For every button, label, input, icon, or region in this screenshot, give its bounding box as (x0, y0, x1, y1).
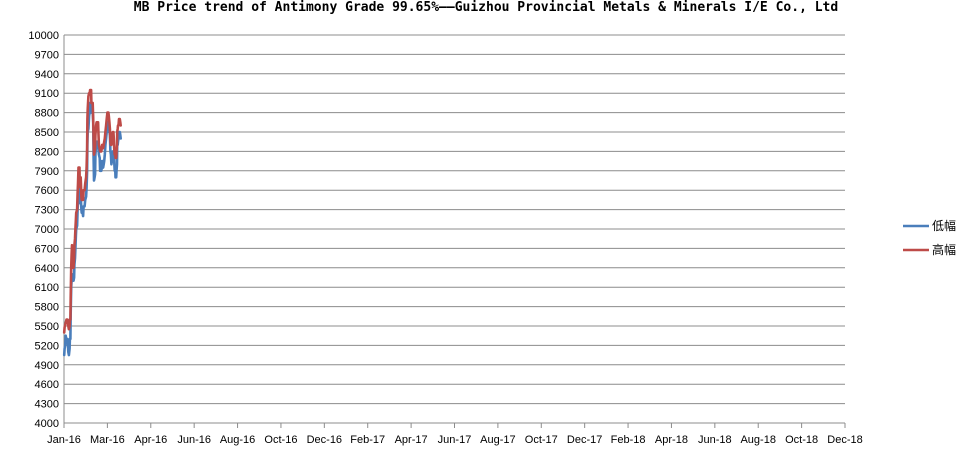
x-tick-label: Dec-18 (827, 434, 862, 446)
x-tick-label: Apr-17 (395, 434, 428, 446)
x-tick-label: Dec-17 (567, 434, 602, 446)
x-tick-label: Aug-17 (480, 434, 515, 446)
y-tick-label: 6700 (35, 243, 59, 255)
x-tick-label: Aug-18 (740, 434, 775, 446)
legend-label-1: 高幅 (932, 242, 956, 257)
y-tick-label: 8200 (35, 146, 59, 158)
x-tick-label: Oct-16 (264, 434, 297, 446)
y-tick-label: 6100 (35, 282, 59, 294)
y-tick-label: 5800 (35, 302, 59, 314)
y-tick-label: 9100 (35, 88, 59, 100)
x-tick-label: Feb-18 (611, 434, 646, 446)
y-tick-label: 4300 (35, 399, 59, 411)
y-tick-label: 7600 (35, 185, 59, 197)
x-axis (63, 35, 846, 428)
series-line-1 (62, 88, 122, 334)
y-tick-label: 8500 (35, 127, 59, 139)
y-tick-label: 5200 (35, 340, 59, 352)
x-tick-label: Mar-16 (90, 434, 125, 446)
y-tick-label: 7900 (35, 166, 59, 178)
y-tick-label: 9700 (35, 49, 59, 61)
y-tick-label: 4000 (35, 418, 59, 430)
x-tick-label: Jun-17 (438, 434, 472, 446)
y-tick-label: 10000 (28, 30, 59, 42)
x-tick-label: Jun-16 (177, 434, 211, 446)
x-tick-label: Oct-17 (525, 434, 558, 446)
chart-title: MB Price trend of Antimony Grade 99.65%—… (133, 0, 839, 15)
y-tick-label: 4600 (35, 379, 59, 391)
y-tick-label: 9400 (35, 69, 59, 81)
x-tick-label: Aug-16 (220, 434, 255, 446)
legend-label-0: 低幅 (932, 218, 956, 233)
x-tick-label: Apr-18 (655, 434, 688, 446)
x-tick-label: Feb-17 (350, 434, 385, 446)
gridlines (64, 34, 845, 424)
y-tick-label: 4900 (35, 360, 59, 372)
y-tick-label: 7300 (35, 205, 59, 217)
x-tick-label: Apr-16 (134, 434, 167, 446)
y-tick-label: 7000 (35, 224, 59, 236)
series-lines (62, 88, 122, 357)
y-tick-label: 6400 (35, 263, 59, 275)
y-tick-label: 8800 (35, 108, 59, 120)
y-axis-tick-labels: 4000 4300 4600 4900 5200 5500 5800 6100 6400 6700… (28, 30, 59, 430)
x-tick-label: Oct-18 (785, 434, 818, 446)
x-tick-label: Jun-18 (698, 434, 732, 446)
x-tick-label: Jan-16 (47, 434, 81, 446)
x-axis-tick-labels: Jan-16 Mar-16 Apr-16 Jun-16 Aug-16 Oct-16 Dec-… (47, 434, 863, 446)
x-tick-label: Dec-16 (307, 434, 342, 446)
y-tick-label: 5500 (35, 321, 59, 333)
